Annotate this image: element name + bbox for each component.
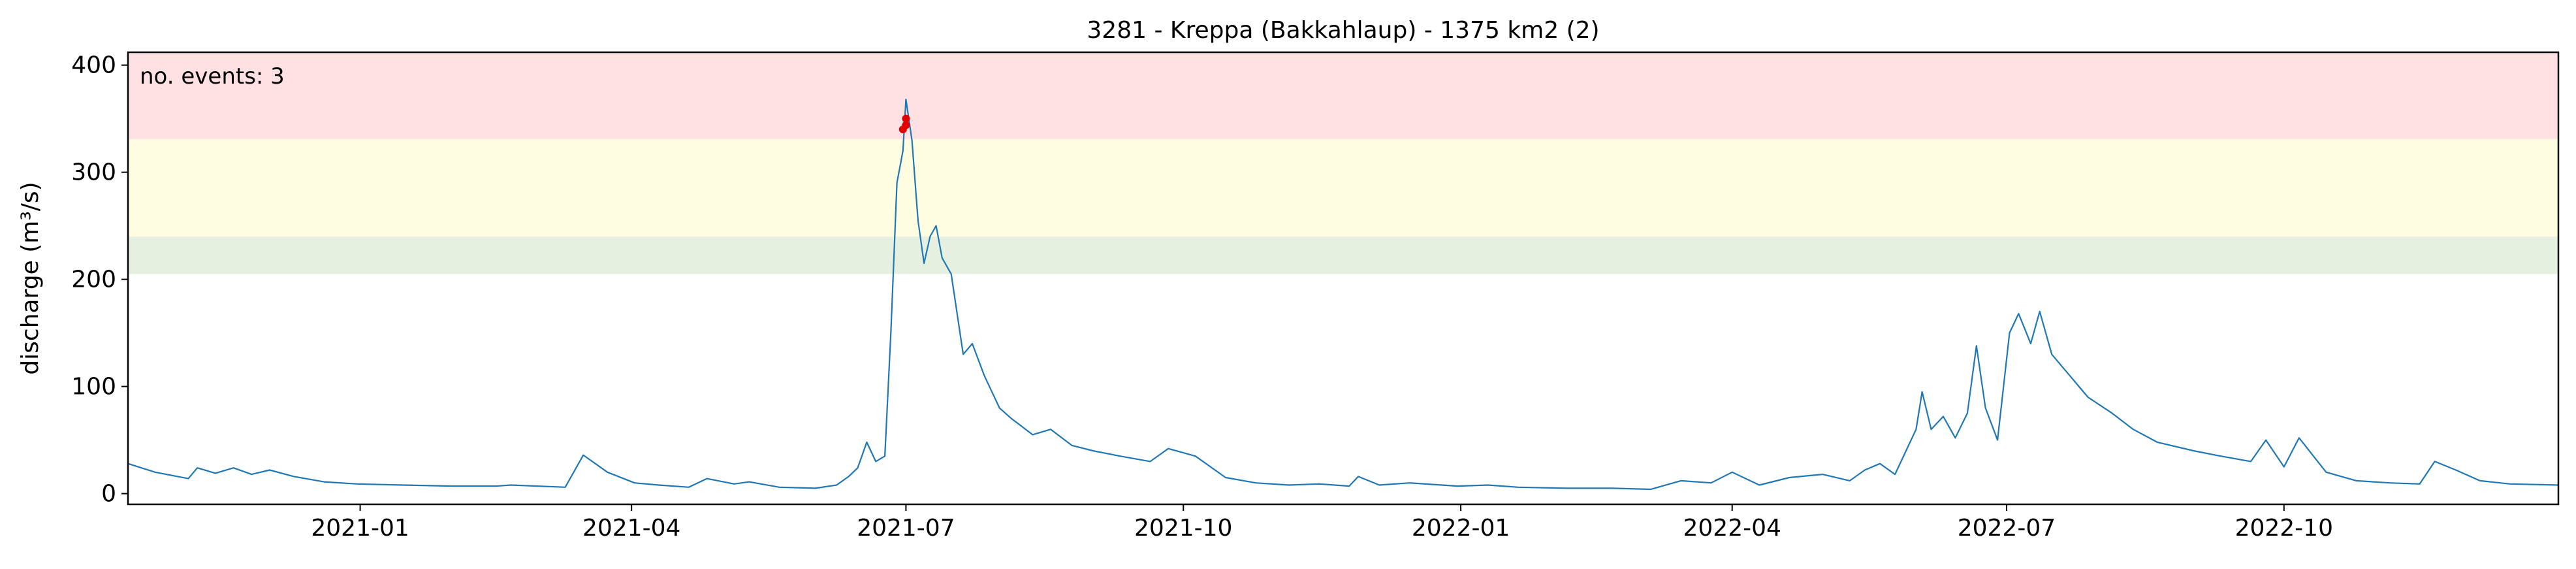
threshold-band-1 [128,138,2558,237]
y-axis-label: discharge (m³/s) [17,182,44,374]
x-tick-label: 2022-04 [1683,515,1781,542]
plot-frame [127,51,2560,506]
y-tick-label: 0 [101,481,116,508]
threshold-band-2 [128,52,2558,139]
chart-title: 3281 - Kreppa (Bakkahlaup) - 1375 km2 (2… [1087,17,1599,44]
x-tick-label: 2022-10 [2235,515,2333,542]
threshold-bands [128,52,2558,274]
event-marker-2 [902,121,910,129]
x-tick-label: 2021-01 [311,515,409,542]
y-tick-label: 200 [71,267,116,293]
y-tick-label: 100 [71,374,116,400]
event-marker-1 [902,114,910,123]
x-tick-label: 2022-01 [1412,515,1510,542]
y-axis-ticks: 0 100 200 300 400 [71,52,128,508]
events-count-annotation: no. events: 3 [140,63,285,89]
x-tick-label: 2021-10 [1134,515,1232,542]
x-tick-label: 2022-07 [1958,515,2056,542]
y-tick-label: 400 [71,52,116,79]
x-tick-label: 2021-04 [582,515,680,542]
discharge-series-line [127,99,2559,491]
threshold-band-0 [128,236,2558,274]
event-markers [898,114,910,134]
y-tick-label: 300 [71,159,116,186]
x-axis-ticks: 2021-01 2021-04 2021-07 2021-10 2022-01 2022-… [311,504,2333,542]
x-tick-label: 2021-07 [857,515,955,542]
